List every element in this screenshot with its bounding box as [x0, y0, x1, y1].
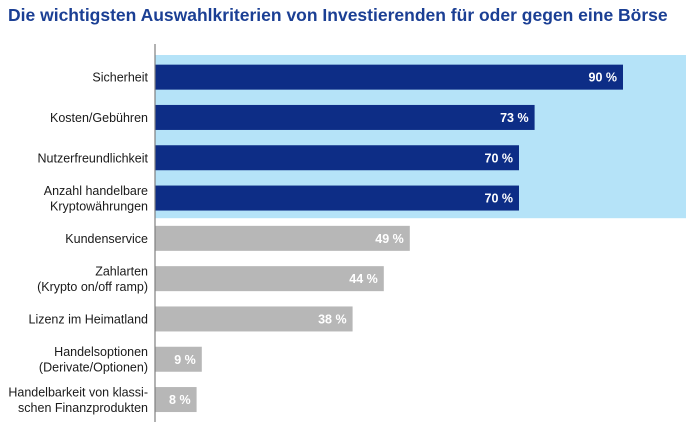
category-label-7: Lizenz im Heimatland	[29, 312, 149, 326]
value-label-4: 70 %	[485, 192, 514, 206]
category-label-6: Zahlarten (Krypto on/off ramp)	[37, 264, 148, 294]
bar-7	[155, 306, 353, 332]
category-label-2: Kosten/Gebühren	[50, 111, 148, 125]
bar-2	[155, 104, 535, 130]
value-label-8: 9 %	[174, 353, 196, 367]
category-label-8: Handelsoptionen (Derivate/Optionen)	[39, 345, 148, 375]
category-label-1: Sicherheit	[92, 71, 148, 85]
bar-6	[155, 266, 384, 292]
bar-1	[155, 64, 623, 90]
value-label-1: 90 %	[589, 71, 618, 85]
value-label-3: 70 %	[485, 151, 514, 165]
value-label-2: 73 %	[500, 111, 529, 125]
bar-3	[155, 145, 519, 171]
bar-8	[155, 346, 202, 372]
category-label-5: Kundenservice	[65, 232, 148, 246]
bar-5	[155, 225, 410, 251]
value-label-9: 8 %	[169, 393, 191, 407]
value-label-5: 49 %	[375, 232, 404, 246]
value-labels-layer: 90 % 73 % 70 % 70 % 49 % 44 % 38 % 9 % 8 %	[169, 71, 617, 407]
category-label-3: Nutzerfreundlichkeit	[38, 151, 149, 165]
value-label-6: 44 %	[349, 272, 378, 286]
bar-9	[155, 387, 197, 413]
category-labels-layer: Sicherheit Kosten/Gebühren Nutzerfreundlic…	[8, 71, 148, 415]
value-label-7: 38 %	[318, 312, 347, 326]
category-label-4: Anzahl handelbare Kryptowährungen	[44, 184, 148, 214]
bars-layer	[155, 64, 623, 413]
chart-title: Die wichtigsten Auswahlkriterien von Inv…	[8, 5, 668, 25]
bar-4	[155, 185, 519, 211]
category-label-9: Handelbarkeit von klassi-schen Finanzpro…	[8, 385, 148, 415]
